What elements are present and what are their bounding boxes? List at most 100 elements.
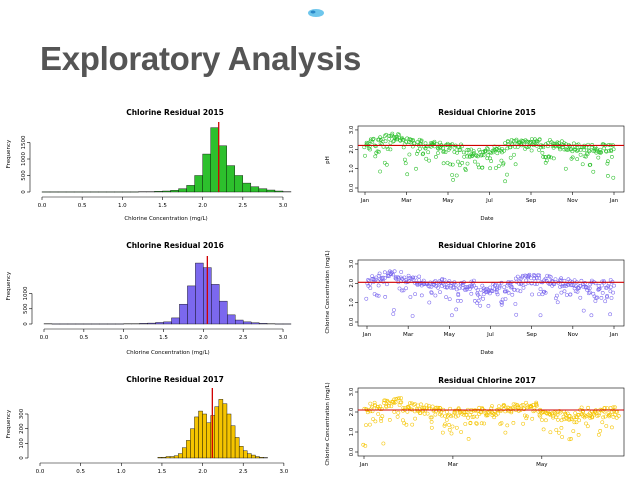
scatter-point [525,414,529,419]
x-tick-label: May [444,332,456,338]
scatter-point [592,147,597,151]
scatter-point [562,289,567,294]
scatter-point [384,162,389,167]
scatter-point [392,308,396,312]
scatter-point [589,415,594,419]
scatter-point [543,290,548,295]
scatter-point [455,298,460,303]
histogram-bar [161,457,167,459]
scatter-point [555,293,559,298]
scatter-point [376,149,381,154]
scatter-point [474,421,479,426]
scatter-point [376,293,381,298]
scatter-point [497,164,501,168]
scatter-point [429,291,434,295]
scatter-point [450,424,455,429]
histogram-bar [242,321,252,325]
y-axis-label: Chlorine Concentration (mg/L) [325,382,331,465]
scatter-point [584,154,588,159]
y-tick-label: 2.0 [349,144,355,153]
scatter-point [513,402,518,407]
scatter-point [463,287,467,292]
scatter-point [527,272,532,277]
scatter-point [501,161,506,166]
histogram-bar [274,190,284,193]
scatter-point [474,421,479,425]
y-tick-label: 0.0 [349,183,355,192]
scatter-point [370,140,375,144]
scatter-point [378,169,382,174]
scatter-point [463,422,468,426]
scatter-point [508,155,513,160]
scatter-point [473,159,477,164]
x-tick-label: 3.0 [279,469,288,475]
scatter-point [374,293,379,298]
scatter-point [480,165,485,170]
x-tick-label: Jan [360,198,370,204]
scatter-point [611,405,616,410]
scatter-point [586,291,591,296]
y-tick-label: 1000 [21,152,27,166]
y-axis-label: Chlorine Concentration (mg/L) [325,250,331,333]
histogram-2016: Chlorine Residual 2016 Frequency Chlorin… [6,241,292,356]
scatter-point [593,281,598,286]
scatter-point [480,283,485,288]
x-tick-label: 1.5 [159,335,168,341]
scatter-point [366,146,371,151]
scatter-point [438,290,442,294]
scatter-point [447,146,452,151]
scatter-point [601,415,606,420]
scatter-point [368,286,373,290]
scatter-point [418,146,422,151]
scatter-point [459,430,463,434]
scatter-point [370,137,375,142]
scatter-point [563,166,568,171]
scatter-point [567,437,572,442]
scatter-point [404,140,409,144]
scatter-point [413,292,417,296]
scatter-point [401,288,406,293]
scatter-point [597,286,602,291]
scatter-point [565,282,570,287]
scatter-point [467,148,471,152]
scatter-point [399,400,404,405]
scatter-point [429,420,434,424]
scatter-point [587,286,592,291]
scatter-point [544,418,548,423]
scatter-point [446,281,451,285]
scatter-point [399,270,404,274]
scatter-point [583,281,587,285]
x-tick-label: 3.0 [279,203,288,209]
scatter-point [419,293,424,298]
scatter-point [424,156,429,161]
scatter-point [511,402,516,407]
scatter-point [600,420,605,425]
y-tick-label: 3.0 [349,125,355,134]
histogram-bar [259,457,264,459]
scatter-point [364,423,368,427]
scatter-point [403,278,408,282]
chart-title: Residual Chlorine 2016 [438,241,536,250]
scatter-point [508,283,513,288]
scatter-point [551,156,556,161]
scatter-point [545,273,550,278]
histogram-bar [186,185,195,193]
scatter-point [413,402,417,406]
scatter-point [558,285,562,289]
scatter-point [389,404,394,409]
scatter-point [404,286,408,291]
y-tick-label: 1.0 [349,298,355,307]
scatter-point [399,396,403,400]
scatter-point [377,271,382,276]
scatter-point [558,147,562,152]
scatter-point [410,314,415,318]
scatter-point [545,141,550,146]
scatter-point [557,430,561,435]
histogram-bar [234,175,244,193]
scatter-point [391,272,395,277]
scatter-point [603,299,608,304]
y-tick-label: 500 [21,170,27,181]
scatter-point [454,287,459,292]
scatter-point [492,283,497,288]
scatter-point [458,148,463,152]
